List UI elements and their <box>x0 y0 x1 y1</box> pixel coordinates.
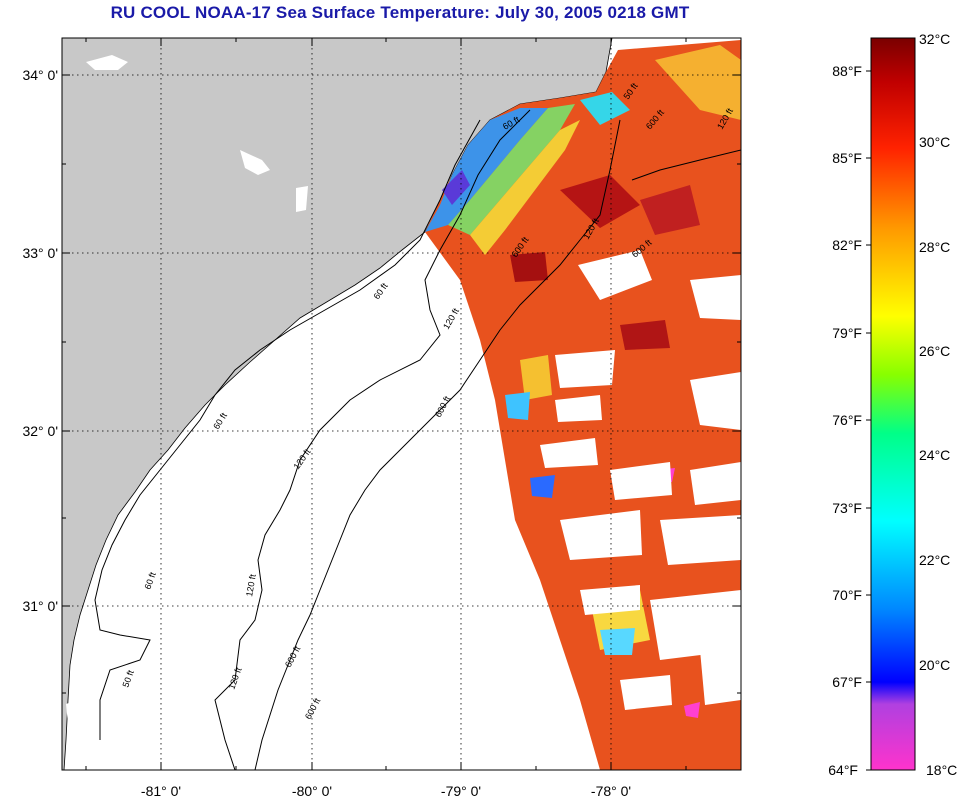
longitude-ticks <box>85 38 687 770</box>
contour-60ft <box>94 119 481 740</box>
cloud-gap <box>560 510 642 560</box>
cbar-c-26: 26°C <box>919 343 950 359</box>
contour-label: 120 ft <box>244 573 258 597</box>
contour-600ft-offshore <box>631 149 741 181</box>
cbar-c-30: 30°C <box>919 134 950 150</box>
sst-cyan-patch <box>580 92 630 125</box>
sst-purple-patch <box>442 170 470 205</box>
sst-cool-patch <box>530 475 555 498</box>
cloud-gap <box>690 372 741 430</box>
colorbar <box>870 37 916 771</box>
cloud-gap <box>650 590 741 660</box>
cloud-gap <box>580 585 640 615</box>
cloud-gap <box>540 438 598 468</box>
cloud-gap <box>555 350 615 388</box>
colorbar-celsius-labels: 32°C 30°C 28°C 26°C 24°C 22°C 20°C 18°C <box>919 31 957 778</box>
longitude-labels: -81° 0' -80° 0' -79° 0' -78° 0' <box>141 783 631 799</box>
sst-hot-core <box>510 252 548 282</box>
cbar-f-82: 82°F <box>832 237 862 253</box>
cbar-f-88: 88°F <box>832 63 862 79</box>
cbar-f-70: 70°F <box>832 587 862 603</box>
contour-120ft <box>214 109 531 770</box>
cbar-c-22: 22°C <box>919 552 950 568</box>
inland-lake <box>66 700 80 724</box>
sst-cool-band <box>425 108 548 232</box>
cbar-f-76: 76°F <box>832 412 862 428</box>
lat-label-33: 33° 0' <box>22 245 58 261</box>
bathymetry-contours <box>94 109 741 770</box>
cbar-c-18: 18°C <box>926 762 957 778</box>
lat-label-34: 34° 0' <box>22 67 58 83</box>
sst-warm-patch <box>655 45 741 120</box>
cloud-gap <box>690 275 741 320</box>
cbar-f-73: 73°F <box>832 500 862 516</box>
cbar-f-64: 64°F <box>828 762 858 778</box>
sst-yellow-band <box>470 120 580 255</box>
cbar-c-20: 20°C <box>919 657 950 673</box>
inland-lake <box>240 150 270 175</box>
sst-hot-core <box>560 175 640 228</box>
lon-label-80: -80° 0' <box>292 783 332 799</box>
lon-label-81: -81° 0' <box>141 783 181 799</box>
cbar-c-24: 24°C <box>919 447 950 463</box>
cloud-gap <box>660 515 741 565</box>
latitude-labels: 34° 0' 33° 0' 32° 0' 31° 0' <box>22 67 58 614</box>
sst-magenta-patch <box>684 702 700 718</box>
cbar-c-32: 32°C <box>919 31 950 47</box>
cbar-f-79: 79°F <box>832 325 862 341</box>
cbar-c-28: 28°C <box>919 239 950 255</box>
latitude-ticks <box>62 74 741 694</box>
cloud-gap <box>610 462 672 500</box>
inland-lake <box>86 55 128 70</box>
cloud-gap <box>620 675 672 710</box>
cloud-gap <box>555 395 602 422</box>
contour-600ft <box>254 119 621 770</box>
sst-cool-patch <box>505 392 530 420</box>
sst-green-band <box>448 104 575 235</box>
cloud-gap <box>578 250 652 300</box>
sst-cool-patch <box>600 628 635 655</box>
lat-label-31: 31° 0' <box>22 598 58 614</box>
map-title: RU COOL NOAA-17 Sea Surface Temperature:… <box>110 3 690 22</box>
lon-label-78: -78° 0' <box>591 783 631 799</box>
lon-label-79: -79° 0' <box>441 783 481 799</box>
cbar-f-85: 85°F <box>832 150 862 166</box>
sst-warm-patch <box>520 355 552 400</box>
cbar-f-67: 67°F <box>832 674 862 690</box>
cloud-gap <box>700 645 741 705</box>
inland-lake <box>296 186 308 212</box>
cloud-gap <box>690 462 741 505</box>
sst-hot-core <box>640 185 700 235</box>
lat-label-32: 32° 0' <box>22 423 58 439</box>
colorbar-fahrenheit-labels: 88°F 85°F 82°F 79°F 76°F 73°F 70°F 67°F … <box>828 63 862 778</box>
colorbar-ticks <box>866 70 871 771</box>
graticule <box>62 38 741 770</box>
sst-hot-core <box>620 320 670 350</box>
